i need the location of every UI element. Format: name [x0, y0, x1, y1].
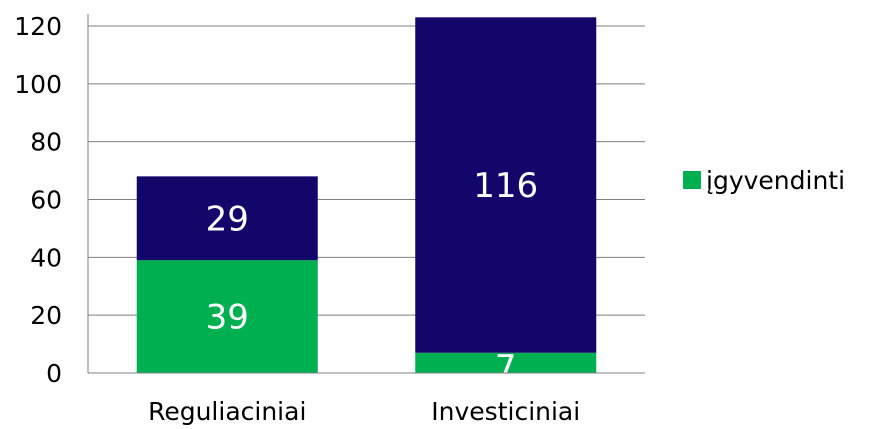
- x-category-label: Investiciniai: [431, 397, 580, 426]
- y-tick-label: 20: [30, 301, 62, 330]
- y-tick-label: 60: [30, 186, 62, 215]
- x-category-label: Reguliaciniai: [148, 397, 306, 426]
- data-labels: 39 29 7 116: [206, 166, 539, 388]
- axes: 0 20 40 60 80 100 120 Reguliaciniai Investicinia…: [14, 12, 645, 426]
- bar-segment: [415, 17, 597, 353]
- bar-segment: [136, 260, 318, 373]
- bar-segment: [415, 352, 597, 373]
- data-label: 116: [473, 166, 538, 206]
- y-tick-label: 80: [30, 128, 62, 157]
- y-tick-label: 0: [46, 359, 62, 388]
- legend: įgyvendinti: [683, 166, 845, 195]
- data-label: 39: [206, 298, 249, 338]
- y-tick-label: 40: [30, 243, 62, 272]
- y-tick-label: 100: [14, 70, 62, 99]
- bar-segment: [136, 176, 318, 261]
- data-label: 7: [495, 348, 517, 388]
- bars: [136, 17, 597, 373]
- data-label: 29: [206, 199, 249, 239]
- legend-label: įgyvendinti: [706, 166, 845, 195]
- y-tick-label: 120: [14, 12, 62, 41]
- legend-swatch: [683, 171, 701, 189]
